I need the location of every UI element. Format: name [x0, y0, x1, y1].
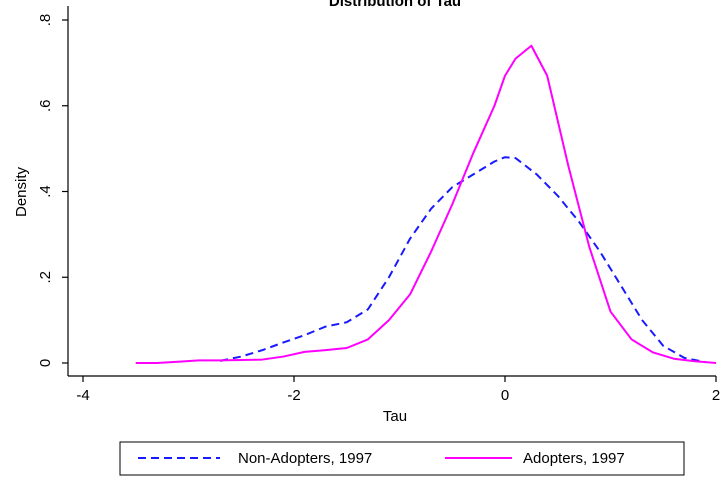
x-tick-label: 0: [501, 387, 509, 404]
y-tick-label: .2: [37, 271, 54, 284]
y-axis-label: Density: [13, 166, 30, 217]
x-axis-label: Tau: [383, 408, 407, 425]
legend-label-adopters: Adopters, 1997: [523, 450, 625, 467]
series-layer: [135, 44, 717, 364]
series-line-non-adopters: [219, 156, 706, 364]
legend-label-non-adopters: Non-Adopters, 1997: [238, 450, 372, 467]
y-tick-label: .4: [37, 185, 54, 198]
legend: Non-Adopters, 1997 Adopters, 1997: [119, 441, 685, 476]
chart-title: Distribution of Tau: [329, 0, 461, 10]
axes-layer: -4 -2 0 2 0 .2 .4 .6 .8: [37, 14, 720, 404]
series-line-adopters: [135, 44, 717, 364]
x-tick-label: -2: [287, 387, 300, 404]
plot-frame: [67, 6, 716, 377]
legend-box: [119, 441, 685, 476]
y-tick-label: .8: [37, 14, 54, 27]
y-tick-label: 0: [37, 359, 54, 367]
x-tick-label: 2: [712, 387, 720, 404]
x-tick-label: -4: [76, 387, 89, 404]
y-tick-label: .6: [37, 99, 54, 112]
